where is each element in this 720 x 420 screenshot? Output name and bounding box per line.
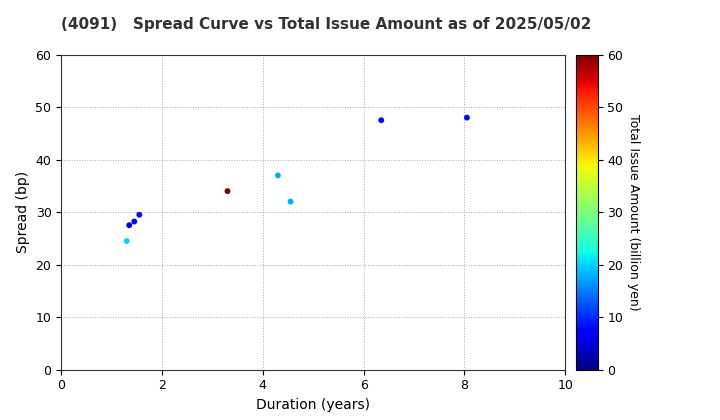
Point	[128, 218, 140, 225]
Point	[124, 222, 135, 228]
Y-axis label: Total Issue Amount (billion yen): Total Issue Amount (billion yen)	[627, 114, 640, 310]
Point	[121, 238, 132, 244]
Point	[134, 211, 145, 218]
Y-axis label: Spread (bp): Spread (bp)	[16, 171, 30, 253]
X-axis label: Duration (years): Duration (years)	[256, 398, 370, 412]
Point	[284, 198, 297, 205]
Point	[462, 114, 473, 121]
Point	[222, 188, 233, 194]
Point	[376, 117, 387, 123]
Text: (4091)   Spread Curve vs Total Issue Amount as of 2025/05/02: (4091) Spread Curve vs Total Issue Amoun…	[61, 17, 592, 32]
Point	[272, 172, 284, 179]
